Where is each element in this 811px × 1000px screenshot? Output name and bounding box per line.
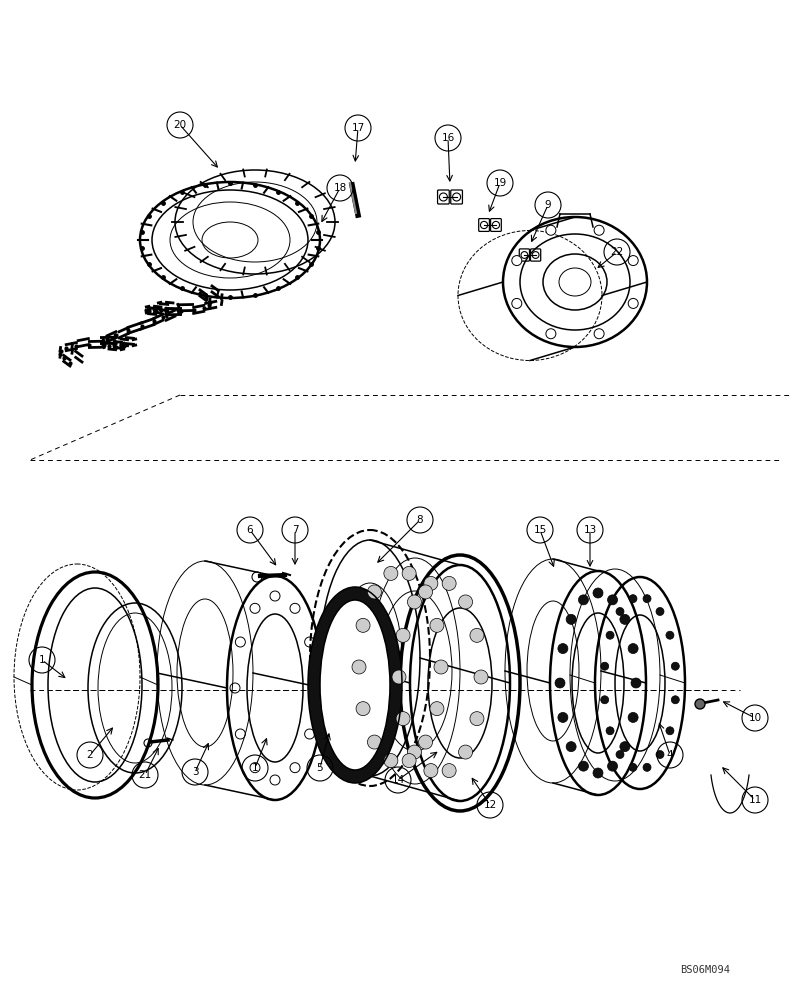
Text: 2: 2 (87, 750, 93, 760)
Circle shape (367, 735, 381, 749)
Circle shape (607, 595, 617, 605)
Text: BS06M094: BS06M094 (679, 965, 729, 975)
Circle shape (665, 727, 673, 735)
Circle shape (470, 628, 483, 642)
Text: 13: 13 (582, 525, 596, 535)
Circle shape (628, 644, 637, 654)
Circle shape (592, 768, 603, 778)
Text: 12: 12 (483, 800, 496, 810)
Circle shape (592, 588, 603, 598)
Circle shape (565, 614, 576, 624)
Text: 17: 17 (351, 123, 364, 133)
Text: 9: 9 (544, 200, 551, 210)
Circle shape (600, 662, 608, 670)
Circle shape (694, 699, 704, 709)
Circle shape (594, 329, 603, 339)
Circle shape (407, 745, 421, 759)
Circle shape (355, 702, 370, 716)
Text: 11: 11 (748, 795, 761, 805)
Circle shape (630, 678, 640, 688)
Circle shape (605, 631, 613, 639)
Circle shape (616, 751, 623, 759)
Circle shape (565, 742, 576, 752)
Circle shape (392, 670, 406, 684)
Text: 3: 3 (191, 767, 198, 777)
Circle shape (545, 225, 556, 235)
Circle shape (418, 585, 432, 599)
Circle shape (545, 329, 556, 339)
Circle shape (407, 595, 421, 609)
Circle shape (628, 298, 637, 308)
Text: 1: 1 (251, 763, 258, 773)
Circle shape (441, 576, 456, 590)
Circle shape (351, 660, 366, 674)
Circle shape (474, 670, 487, 684)
Circle shape (441, 764, 456, 778)
Circle shape (655, 607, 663, 615)
Circle shape (655, 751, 663, 759)
Text: 6: 6 (247, 525, 253, 535)
Circle shape (367, 585, 381, 599)
Circle shape (557, 644, 567, 654)
Circle shape (577, 595, 588, 605)
Circle shape (423, 764, 437, 778)
Circle shape (396, 712, 410, 726)
Circle shape (665, 631, 673, 639)
Text: 16: 16 (441, 133, 454, 143)
Circle shape (642, 595, 650, 603)
Circle shape (401, 754, 415, 768)
Circle shape (418, 735, 432, 749)
Circle shape (511, 256, 521, 266)
Circle shape (355, 618, 370, 632)
Circle shape (577, 761, 588, 771)
Circle shape (671, 662, 679, 670)
Text: 15: 15 (533, 525, 546, 535)
Text: 7: 7 (291, 525, 298, 535)
Circle shape (628, 712, 637, 722)
Circle shape (607, 761, 617, 771)
Text: 4: 4 (666, 750, 672, 760)
Circle shape (619, 742, 629, 752)
Circle shape (605, 727, 613, 735)
Text: 5: 5 (316, 763, 323, 773)
Text: 18: 18 (333, 183, 346, 193)
Circle shape (594, 225, 603, 235)
Circle shape (557, 712, 567, 722)
Circle shape (458, 595, 472, 609)
Circle shape (600, 696, 608, 704)
Circle shape (554, 678, 564, 688)
Text: 22: 22 (610, 247, 623, 257)
Circle shape (433, 660, 448, 674)
Circle shape (642, 763, 650, 771)
Circle shape (511, 298, 521, 308)
Circle shape (396, 628, 410, 642)
Text: 8: 8 (416, 515, 423, 525)
Circle shape (629, 595, 636, 603)
Circle shape (629, 763, 636, 771)
Text: 1: 1 (39, 655, 45, 665)
Circle shape (619, 614, 629, 624)
Circle shape (616, 607, 623, 615)
Circle shape (423, 576, 437, 590)
Circle shape (429, 702, 444, 716)
Text: 21: 21 (138, 770, 152, 780)
Circle shape (628, 256, 637, 266)
Circle shape (671, 696, 679, 704)
Ellipse shape (307, 587, 401, 783)
Circle shape (384, 754, 397, 768)
Text: 14: 14 (391, 775, 404, 785)
Circle shape (429, 618, 444, 632)
Circle shape (384, 566, 397, 580)
Text: 19: 19 (493, 178, 506, 188)
Circle shape (401, 566, 415, 580)
Ellipse shape (320, 600, 389, 770)
Circle shape (458, 745, 472, 759)
Text: 20: 20 (174, 120, 187, 130)
Text: 10: 10 (748, 713, 761, 723)
Circle shape (470, 712, 483, 726)
